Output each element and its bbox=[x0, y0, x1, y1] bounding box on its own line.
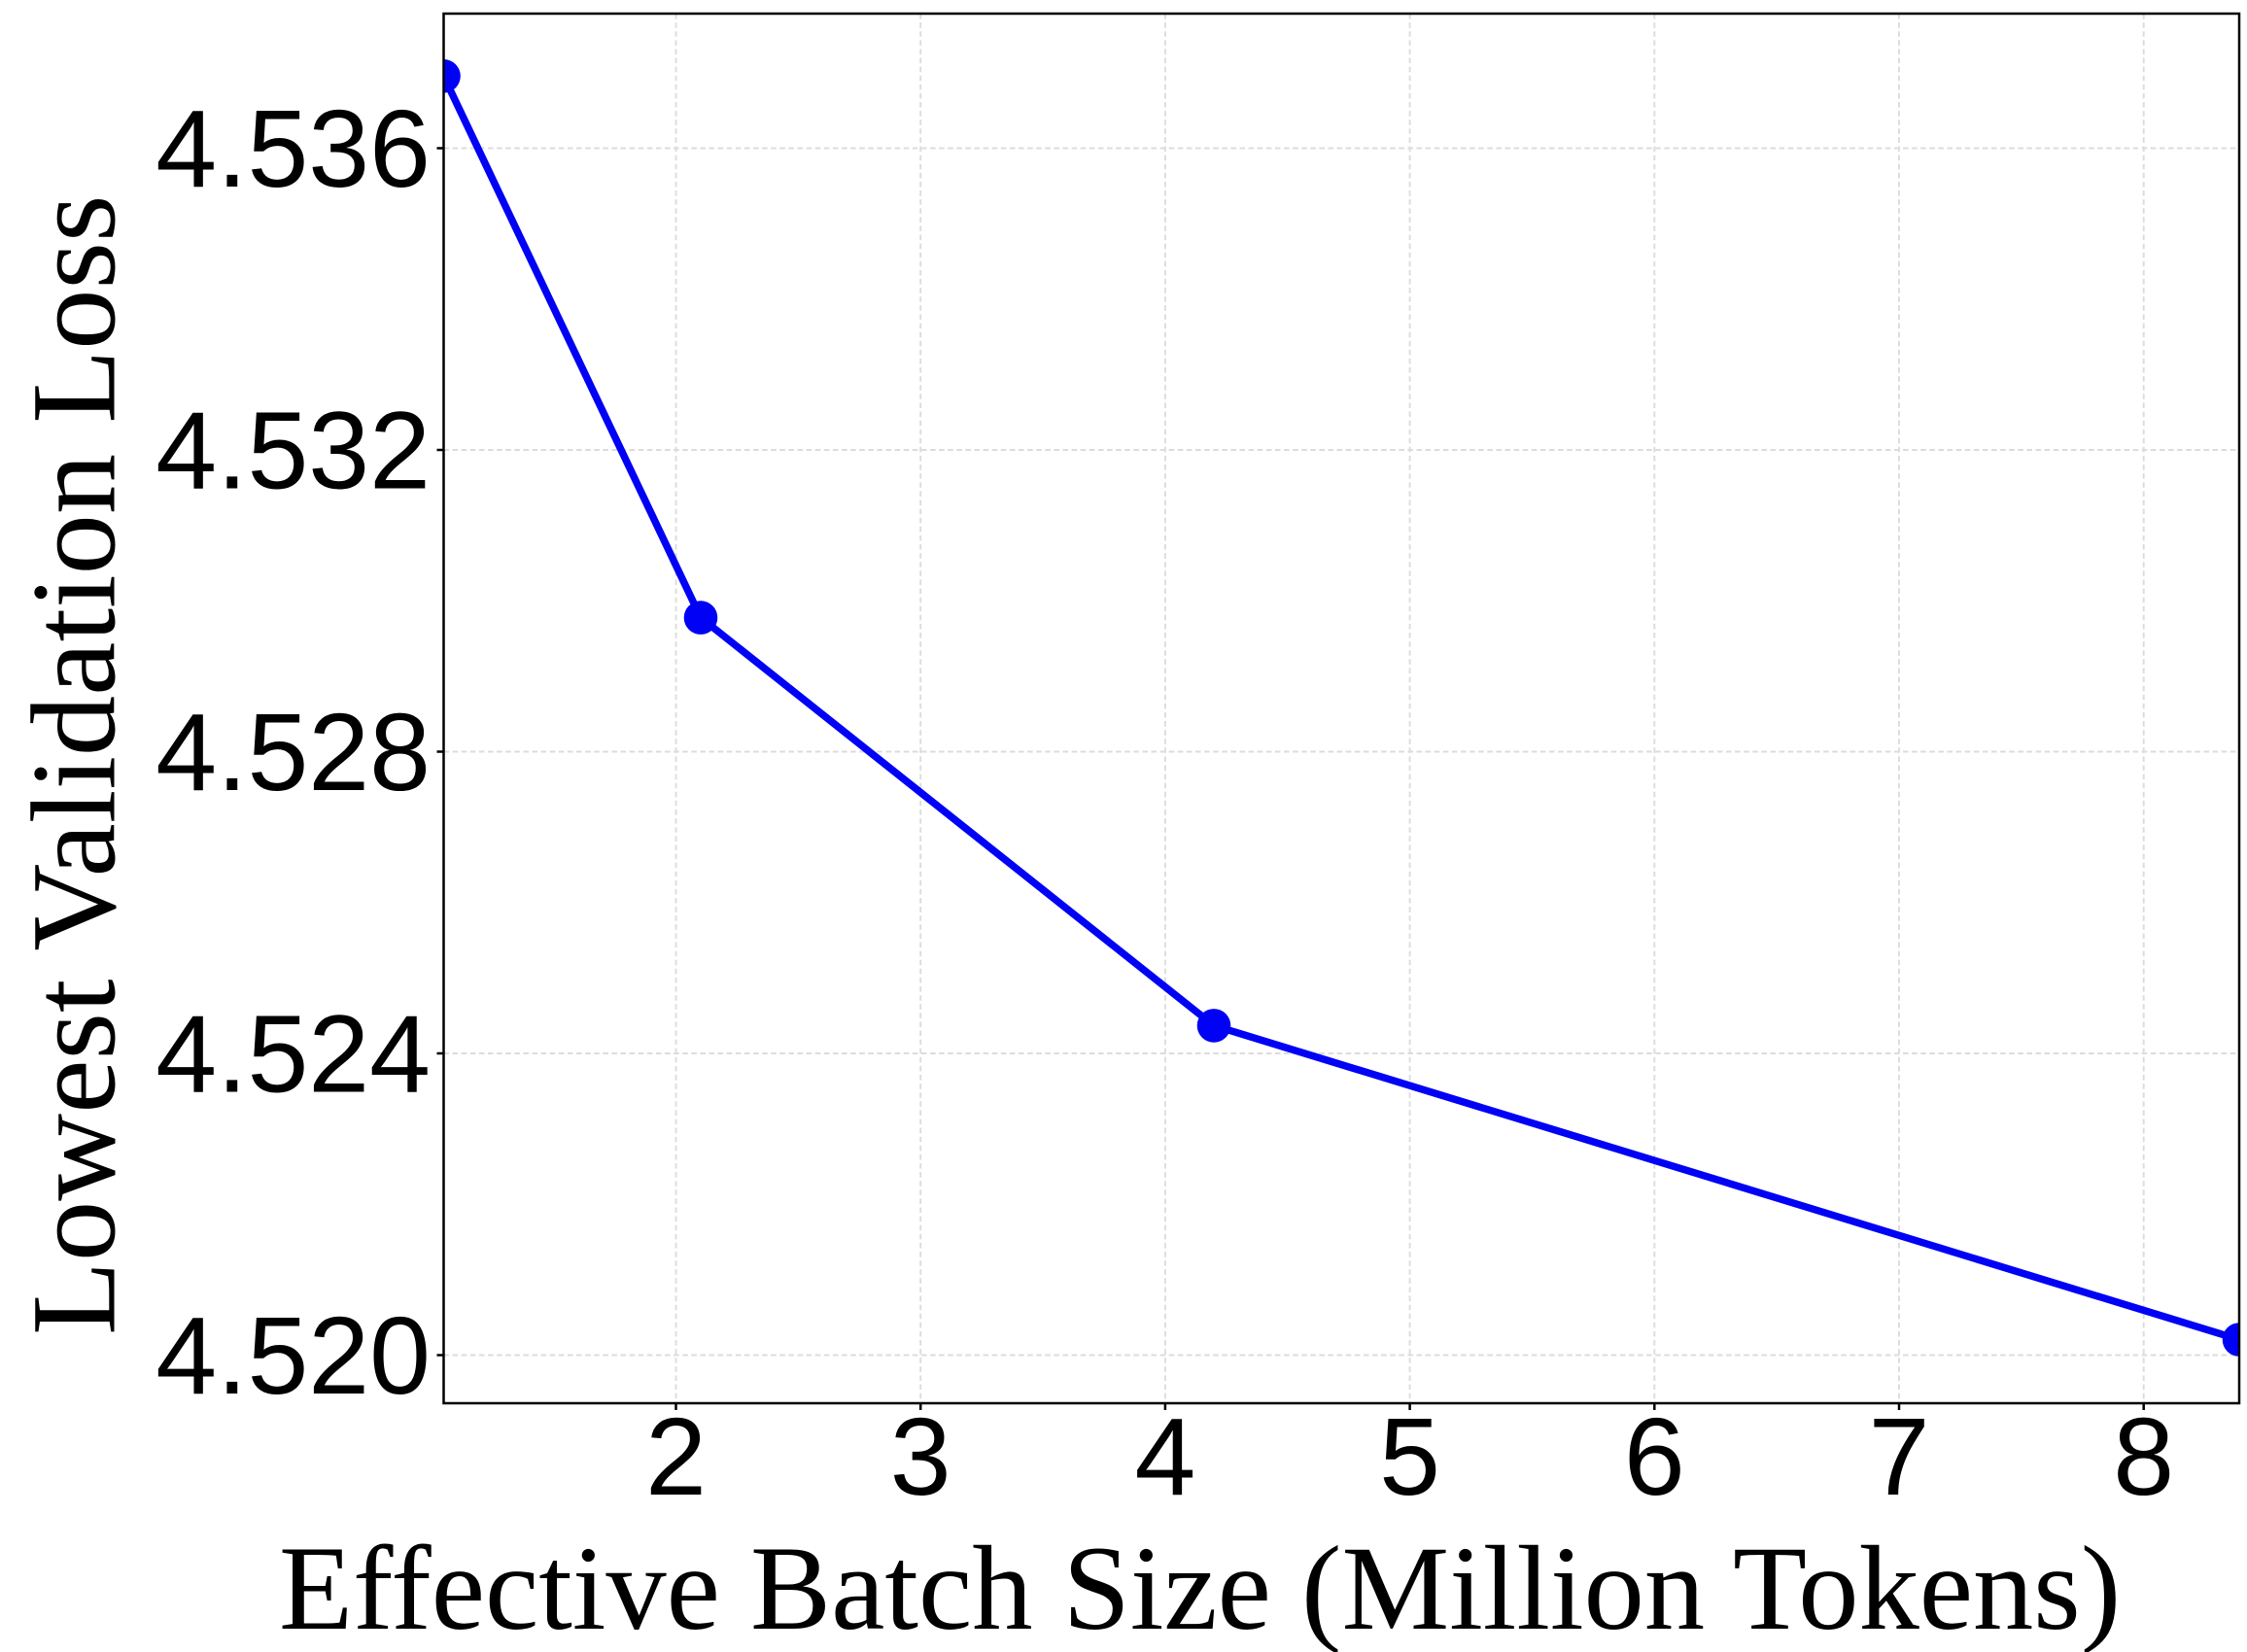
svg-text:4.520: 4.520 bbox=[156, 1294, 431, 1417]
svg-text:4: 4 bbox=[1134, 1395, 1195, 1518]
svg-text:6: 6 bbox=[1624, 1395, 1685, 1518]
svg-text:3: 3 bbox=[890, 1395, 951, 1518]
svg-text:4.524: 4.524 bbox=[156, 992, 431, 1115]
svg-text:4.536: 4.536 bbox=[156, 87, 431, 210]
svg-text:8: 8 bbox=[2113, 1395, 2174, 1518]
svg-text:Effective Batch Size (Million: Effective Batch Size (Million Tokens) bbox=[279, 1521, 2121, 1652]
svg-text:4.528: 4.528 bbox=[156, 691, 431, 813]
svg-text:5: 5 bbox=[1379, 1395, 1440, 1518]
svg-text:7: 7 bbox=[1869, 1395, 1930, 1518]
svg-text:4.532: 4.532 bbox=[156, 389, 431, 511]
svg-text:Lowest Validation Loss: Lowest Validation Loss bbox=[7, 195, 141, 1335]
svg-text:2: 2 bbox=[645, 1395, 707, 1518]
